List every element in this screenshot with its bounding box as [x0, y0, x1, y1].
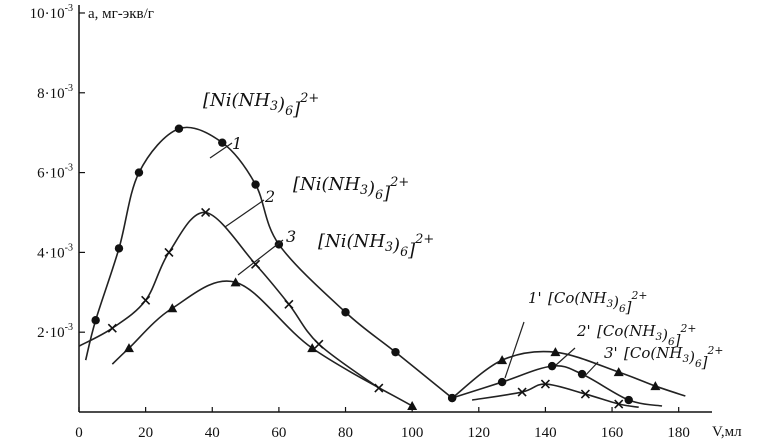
x-axis-label: V,мл — [712, 424, 742, 440]
series-number-2: 2 — [264, 187, 275, 206]
markers — [91, 124, 661, 411]
series-label-1prime: [Co(NH3)6]2+ — [548, 289, 647, 316]
data-point-triangle — [230, 277, 241, 287]
series-number-1: 1 — [232, 134, 242, 153]
y-tick-label: 8·10-3 — [37, 83, 73, 102]
leader-line-3prime — [582, 361, 599, 379]
x-tick-label: 80 — [338, 425, 353, 441]
annotations: 1 [Ni(NH3)6]2+ 2 [Ni(NH3)6]2+ 3 [Ni(NH3)… — [203, 90, 723, 379]
data-point-circle — [547, 361, 557, 371]
data-point-triangle — [123, 343, 134, 353]
x-tick-label: 140 — [534, 425, 557, 441]
series-number-1prime: 1' — [528, 289, 542, 307]
series-line-3' — [471, 383, 639, 409]
series-label-1: [Ni(NH3)6]2+ — [203, 90, 319, 120]
y-axis-label: a, мг-экв/г — [88, 6, 154, 22]
x-tick-label: 100 — [401, 425, 424, 441]
data-point-cross — [614, 399, 624, 409]
series-label-2: [Ni(NH3)6]2+ — [293, 174, 409, 204]
data-point-triangle — [307, 343, 318, 353]
data-point-circle — [624, 395, 633, 405]
data-point-circle — [114, 244, 124, 253]
axis-ticks: 0 20 40 60 80 100 120 140 160 180 2·10-3 4·10-3 6·10… — [30, 3, 690, 441]
data-point-cross — [164, 247, 174, 257]
data-point-circle — [134, 168, 144, 177]
data-point-circle — [218, 138, 227, 147]
data-point-cross — [284, 299, 294, 309]
leader-line-1prime — [504, 321, 525, 379]
data-point-circle — [174, 124, 184, 133]
data-point-cross — [251, 259, 261, 269]
x-tick-label: 40 — [205, 425, 220, 441]
data-point-cross — [374, 383, 384, 393]
data-point-cross — [540, 379, 550, 389]
x-tick-label: 20 — [138, 425, 153, 441]
data-point-circle — [251, 180, 260, 189]
data-point-circle — [391, 347, 400, 357]
data-point-triangle — [550, 347, 561, 357]
y-tick-label: 4·10-3 — [37, 242, 73, 261]
y-tick-label: 6·10-3 — [37, 163, 73, 182]
x-tick-label: 60 — [271, 425, 286, 441]
series-line-3 — [111, 280, 413, 407]
data-point-triangle — [650, 381, 661, 391]
data-point-triangle — [407, 401, 418, 411]
data-point-circle — [447, 393, 457, 403]
data-point-cross — [201, 207, 211, 218]
series-number-2prime: 2' — [576, 322, 591, 340]
data-point-triangle — [613, 367, 624, 377]
x-tick-label: 120 — [468, 425, 491, 441]
data-point-circle — [91, 316, 100, 325]
series-number-3prime: 3' — [604, 344, 618, 362]
data-point-cross — [141, 295, 151, 305]
leader-line-2prime — [555, 347, 576, 366]
data-point-cross — [580, 389, 590, 399]
data-point-triangle — [497, 355, 508, 365]
x-tick-label: 180 — [667, 425, 690, 441]
x-tick-label: 160 — [601, 425, 624, 441]
series-line-1 — [84, 126, 453, 399]
leader-line-2 — [224, 199, 265, 228]
data-point-cross — [314, 339, 324, 349]
y-tick-label: 10·10-3 — [30, 3, 73, 22]
series-label-2prime: [Co(NH3)6]2+ — [597, 322, 696, 349]
data-point-cross — [107, 323, 117, 333]
data-point-circle — [341, 308, 350, 317]
y-tick-label: 2·10-3 — [37, 322, 73, 341]
series-label-3: [Ni(NH3)6]2+ — [318, 231, 434, 261]
series-label-3prime: [Co(NH3)6]2+ — [624, 344, 723, 371]
series-number-3: 3 — [286, 227, 296, 246]
x-tick-label: 0 — [75, 425, 83, 441]
data-point-circle — [497, 377, 507, 387]
leader-line-1 — [209, 142, 233, 159]
leader-line-3 — [237, 239, 284, 276]
data-point-cross — [517, 387, 527, 397]
data-point-circle — [577, 369, 587, 379]
data-point-triangle — [167, 303, 178, 313]
